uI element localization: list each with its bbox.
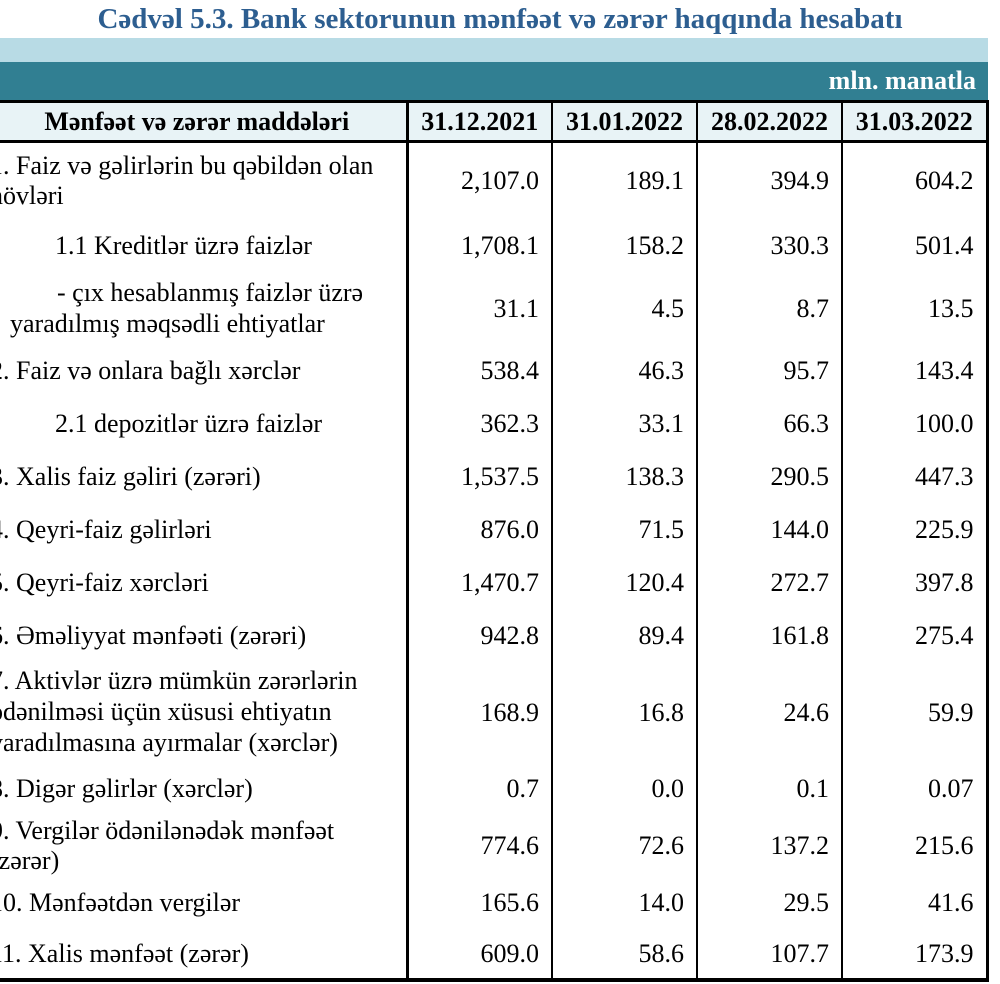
table-row: 1.1 Kreditlər üzrə faizlər 1,708.1 158.2 33… bbox=[0, 219, 987, 273]
row-value: 71.5 bbox=[552, 503, 698, 557]
row-label: 9. Vergilər ödənilənədək mənfəət (zərər) bbox=[0, 815, 409, 877]
row-label: 11. Xalis mənfəət (zərər) bbox=[0, 929, 409, 980]
row-value: 774.6 bbox=[407, 815, 553, 877]
table-row: 2. Faiz və onlara bağlı xərclər 538.4 46.3… bbox=[0, 344, 987, 398]
row-value: 215.6 bbox=[842, 815, 987, 877]
decorative-band-light bbox=[0, 38, 988, 62]
row-value: 290.5 bbox=[697, 450, 843, 504]
profit-loss-table: Mənfəət və zərər maddələri 31.12.2021 31… bbox=[0, 100, 989, 982]
row-value: 272.7 bbox=[697, 556, 843, 610]
row-value: 0.7 bbox=[407, 762, 553, 816]
table-row: 2.1 depozitlər üzrə faizlər 362.3 33.1 66.3… bbox=[0, 397, 987, 451]
row-value: 89.4 bbox=[552, 609, 698, 663]
row-value: 24.6 bbox=[697, 662, 843, 763]
row-label: 8. Digər gəlirlər (xərclər) bbox=[0, 762, 409, 816]
column-header-date-4: 31.03.2022 bbox=[842, 101, 987, 143]
row-value: 8.7 bbox=[697, 272, 843, 345]
table-row: 1. Faiz və gəlirlərin bu qəbildən olan n… bbox=[0, 141, 987, 220]
row-label: - çıx hesablanmış faizlər üzrə yaradılmı… bbox=[0, 272, 409, 345]
row-value: 33.1 bbox=[552, 397, 698, 451]
row-value: 120.4 bbox=[552, 556, 698, 610]
column-header-date-1: 31.12.2021 bbox=[407, 101, 553, 143]
row-value: 501.4 bbox=[842, 219, 987, 273]
row-value: 1,537.5 bbox=[407, 450, 553, 504]
row-value: 144.0 bbox=[697, 503, 843, 557]
table-header: Mənfəət və zərər maddələri 31.12.2021 31… bbox=[0, 101, 987, 143]
row-value: 95.7 bbox=[697, 344, 843, 398]
row-label: 5. Qeyri-faiz xərcləri bbox=[0, 556, 409, 610]
row-value: 225.9 bbox=[842, 503, 987, 557]
table-row: 3. Xalis faiz gəliri (zərəri) 1,537.5 138.… bbox=[0, 450, 987, 504]
row-value: 538.4 bbox=[407, 344, 553, 398]
row-value: 173.9 bbox=[842, 929, 987, 980]
column-header-date-2: 31.01.2022 bbox=[552, 101, 698, 143]
row-value: 41.6 bbox=[842, 876, 987, 930]
row-label: 4. Qeyri-faiz gəlirləri bbox=[0, 503, 409, 557]
row-value: 168.9 bbox=[407, 662, 553, 763]
row-value: 107.7 bbox=[697, 929, 843, 980]
row-value: 137.2 bbox=[697, 815, 843, 877]
row-value: 4.5 bbox=[552, 272, 698, 345]
row-value: 58.6 bbox=[552, 929, 698, 980]
row-label: 1. Faiz və gəlirlərin bu qəbildən olan n… bbox=[0, 141, 409, 220]
table-body: 1. Faiz və gəlirlərin bu qəbildən olan n… bbox=[0, 141, 987, 980]
table-row: 7. Aktivlər üzrə mümkün zərərlərin ödəni… bbox=[0, 662, 987, 763]
header-row: Mənfəət və zərər maddələri 31.12.2021 31… bbox=[0, 101, 987, 143]
decorative-band-teal: mln. manatla bbox=[0, 62, 988, 100]
row-value: 138.3 bbox=[552, 450, 698, 504]
table-row: 4. Qeyri-faiz gəlirləri 876.0 71.5 144.0 225… bbox=[0, 503, 987, 557]
row-value: 0.0 bbox=[552, 762, 698, 816]
row-value: 1,470.7 bbox=[407, 556, 553, 610]
row-label: 7. Aktivlər üzrə mümkün zərərlərin ödəni… bbox=[0, 662, 409, 763]
table-row: 5. Qeyri-faiz xərcləri 1,470.7 120.4 272.7 3… bbox=[0, 556, 987, 610]
row-value: 1,708.1 bbox=[407, 219, 553, 273]
row-label: 2. Faiz və onlara bağlı xərclər bbox=[0, 344, 409, 398]
page-title: Cədvəl 5.3. Bank sektorunun mənfəət və z… bbox=[97, 3, 903, 35]
row-value: 604.2 bbox=[842, 141, 987, 220]
row-value: 0.07 bbox=[842, 762, 987, 816]
row-value: 447.3 bbox=[842, 450, 987, 504]
row-value: 14.0 bbox=[552, 876, 698, 930]
row-value: 275.4 bbox=[842, 609, 987, 663]
row-value: 609.0 bbox=[407, 929, 553, 980]
row-value: 165.6 bbox=[407, 876, 553, 930]
row-label: 2.1 depozitlər üzrə faizlər bbox=[0, 397, 409, 451]
row-value: 161.8 bbox=[697, 609, 843, 663]
row-value: 13.5 bbox=[842, 272, 987, 345]
table-region: mln. manatla Mənfəət və zərər maddələri … bbox=[0, 38, 989, 982]
row-value: 2,107.0 bbox=[407, 141, 553, 220]
row-value: 330.3 bbox=[697, 219, 843, 273]
row-value: 0.1 bbox=[697, 762, 843, 816]
row-label: 6. Əməliyyat mənfəəti (zərəri) bbox=[0, 609, 409, 663]
row-value: 143.4 bbox=[842, 344, 987, 398]
row-value: 942.8 bbox=[407, 609, 553, 663]
table-row: 11. Xalis mənfəət (zərər) 609.0 58.6 107.7 1… bbox=[0, 929, 987, 980]
table-row: 6. Əməliyyat mənfəəti (zərəri) 942.8 89.4 1… bbox=[0, 609, 987, 663]
table-row: 10. Mənfəətdən vergilər 165.6 14.0 29.5 41.6 bbox=[0, 876, 987, 930]
row-value: 189.1 bbox=[552, 141, 698, 220]
unit-label: mln. manatla bbox=[828, 66, 976, 95]
row-value: 72.6 bbox=[552, 815, 698, 877]
row-value: 397.8 bbox=[842, 556, 987, 610]
table-row: 9. Vergilər ödənilənədək mənfəət (zərər)… bbox=[0, 815, 987, 877]
table-row: 8. Digər gəlirlər (xərclər) 0.7 0.0 0.1 0.07 bbox=[0, 762, 987, 816]
row-value: 100.0 bbox=[842, 397, 987, 451]
row-value: 31.1 bbox=[407, 272, 553, 345]
row-value: 16.8 bbox=[552, 662, 698, 763]
column-header-date-3: 28.02.2022 bbox=[697, 101, 843, 143]
row-value: 59.9 bbox=[842, 662, 987, 763]
row-value: 362.3 bbox=[407, 397, 553, 451]
row-value: 29.5 bbox=[697, 876, 843, 930]
row-value: 66.3 bbox=[697, 397, 843, 451]
table-row: - çıx hesablanmış faizlər üzrə yaradılmı… bbox=[0, 272, 987, 345]
row-value: 46.3 bbox=[552, 344, 698, 398]
row-value: 158.2 bbox=[552, 219, 698, 273]
row-label: 1.1 Kreditlər üzrə faizlər bbox=[0, 219, 409, 273]
row-value: 394.9 bbox=[697, 141, 843, 220]
row-value: 876.0 bbox=[407, 503, 553, 557]
row-label: 3. Xalis faiz gəliri (zərəri) bbox=[0, 450, 409, 504]
row-label: 10. Mənfəətdən vergilər bbox=[0, 876, 409, 930]
column-header-items: Mənfəət və zərər maddələri bbox=[0, 101, 409, 143]
